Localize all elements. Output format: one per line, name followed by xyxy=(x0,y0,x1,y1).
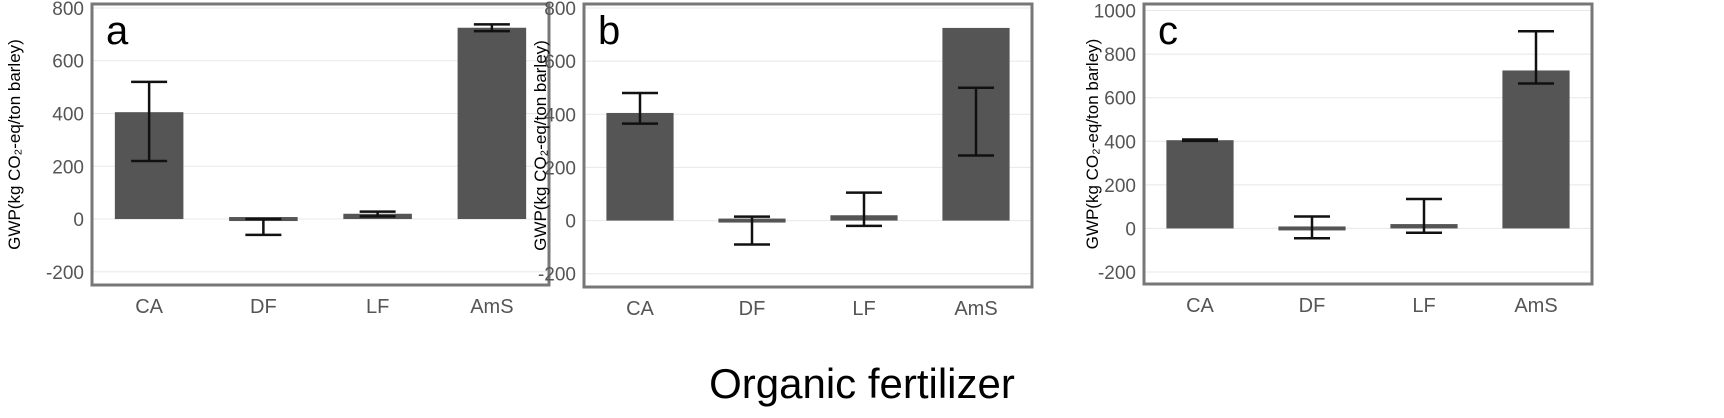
y-tick-label: 200 xyxy=(544,158,576,179)
x-axis-title: Organic fertilizer xyxy=(709,360,1015,407)
x-tick-label: DF xyxy=(250,296,277,318)
chart-panel-c: -200 0 200 400 600 800 1000 CA DF LF AmS GWP(kg CO₂… xyxy=(1083,2,1594,317)
y-tick-label: 600 xyxy=(52,52,84,73)
x-tick-label: LF xyxy=(852,298,875,320)
error-bar-ca xyxy=(622,91,658,125)
panel-border xyxy=(90,2,551,287)
x-tick-label: CA xyxy=(626,298,654,320)
y-tick-label: 800 xyxy=(544,0,576,20)
panel-border xyxy=(582,2,1034,289)
x-tick-label: DF xyxy=(739,298,766,320)
panel-letter: c xyxy=(1158,9,1178,53)
x-tick-label: CA xyxy=(1186,295,1214,317)
error-bar-lf xyxy=(359,210,396,218)
y-tick-label: 200 xyxy=(52,157,84,178)
y-tick-label: 400 xyxy=(544,105,576,126)
error-bar-ca xyxy=(131,80,168,163)
y-tick-label: 200 xyxy=(1104,176,1136,197)
error-bar-ams xyxy=(473,23,510,33)
bar-ams xyxy=(1502,70,1570,229)
bar-ca xyxy=(606,112,674,221)
error-bar-lf xyxy=(846,191,882,228)
bar-ca xyxy=(1166,140,1234,229)
panels: -200 0 200 400 600 800 CA DF LF AmS GWP(kg CO₂-eq/… xyxy=(5,0,1594,320)
error-bar-ca xyxy=(1182,138,1218,143)
chart-panel-a: -200 0 200 400 600 800 CA DF LF AmS GWP(kg CO₂-eq/… xyxy=(5,0,551,318)
y-tick-label: 800 xyxy=(1104,45,1136,66)
error-bar-ams xyxy=(1518,29,1554,85)
error-bar-lf xyxy=(1406,197,1442,235)
panel-letter: b xyxy=(598,9,620,53)
error-bar-df xyxy=(245,217,282,237)
y-tick-label: 800 xyxy=(52,0,84,20)
error-bar-ams xyxy=(958,86,994,157)
panel-border xyxy=(1142,2,1594,286)
y-tick-label: 400 xyxy=(52,104,84,125)
x-tick-label: LF xyxy=(1412,295,1435,317)
y-tick-label: 0 xyxy=(73,210,84,231)
x-tick-label: CA xyxy=(135,296,163,318)
x-tick-label: DF xyxy=(1299,295,1326,317)
y-tick-label: -200 xyxy=(538,265,576,286)
x-tick-label: AmS xyxy=(470,296,513,318)
x-tick-label: LF xyxy=(366,296,389,318)
y-axis-label: GWP(kg CO₂-eq/ton barley) xyxy=(5,39,24,250)
y-tick-label: 0 xyxy=(1125,219,1136,240)
y-tick-label: 400 xyxy=(1104,132,1136,153)
error-bar-df xyxy=(1294,215,1330,240)
x-tick-label: AmS xyxy=(954,298,997,320)
y-tick-label: 1000 xyxy=(1094,2,1136,23)
y-tick-label: -200 xyxy=(46,263,84,284)
y-tick-label: 600 xyxy=(1104,89,1136,110)
y-tick-label: -200 xyxy=(1098,263,1136,284)
panel-letter: a xyxy=(106,9,129,53)
y-axis-label: GWP(kg CO₂-eq/ton barley) xyxy=(531,40,550,251)
bar-ams xyxy=(457,27,527,220)
x-tick-label: AmS xyxy=(1514,295,1557,317)
y-tick-label: 600 xyxy=(544,52,576,73)
error-bar-df xyxy=(734,215,770,246)
y-tick-label: 0 xyxy=(565,212,576,233)
chart-panel-b: -200 0 200 400 600 800 CA DF LF AmS GWP(kg CO₂-eq/… xyxy=(531,0,1034,320)
y-axis-label: GWP(kg CO₂-eq/ton barley) xyxy=(1083,39,1102,250)
